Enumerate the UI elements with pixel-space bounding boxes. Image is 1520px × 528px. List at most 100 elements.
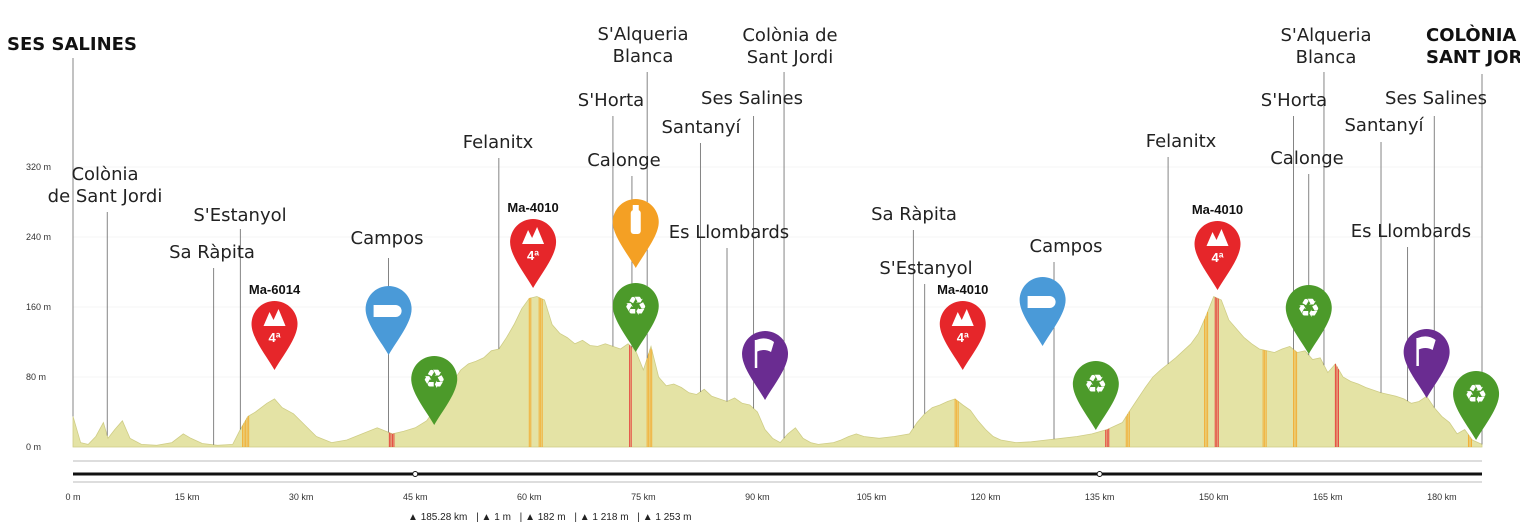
climb-category: 4ª xyxy=(957,330,969,345)
place-label: S'Alqueria Blanca xyxy=(1280,25,1371,68)
place-label-line: SANT JORDI xyxy=(1426,47,1520,68)
map-pin-recycle: ♻ xyxy=(612,283,659,352)
place-label: Felanitx xyxy=(463,132,534,153)
place-label-line: S'Alqueria xyxy=(597,24,688,45)
y-tick-label: 0 m xyxy=(26,442,41,452)
pin-body xyxy=(742,331,789,400)
climb-name: Ma-4010 xyxy=(507,200,558,215)
x-tick-label: 15 km xyxy=(175,492,200,502)
place-labels: SES SALINES Colònia de Sant Jordi Sa Ràpita… xyxy=(7,24,1520,279)
place-label: S'Horta xyxy=(1261,90,1327,111)
x-tick-label: 0 m xyxy=(65,492,80,502)
climb-name: Ma-4010 xyxy=(1192,202,1243,217)
x-axis: 0 m 15 km 30 km 45 km 60 km 75 km 90 km 105 km 1… xyxy=(65,460,1482,502)
place-label-line: S'Horta xyxy=(1261,90,1327,111)
map-pin-bottle xyxy=(612,199,659,268)
x-tick-label: 60 km xyxy=(517,492,542,502)
place-label: Calonge xyxy=(587,150,661,171)
place-label-line: S'Horta xyxy=(578,90,644,111)
place-label: Campos xyxy=(1030,236,1103,257)
place-label-line: SES SALINES xyxy=(7,34,137,55)
x-tick-label: 135 km xyxy=(1085,492,1115,502)
descent-stat: ▲ 1 253 m xyxy=(642,512,692,523)
place-label: COLÒNIA DESANT JORDI xyxy=(1426,24,1520,68)
pin-body xyxy=(411,356,458,425)
x-axis-dot xyxy=(1096,471,1103,477)
climb-stripes xyxy=(242,297,1473,447)
y-tick-label: 80 m xyxy=(26,372,46,382)
place-label-line: Es Llombards xyxy=(669,222,789,243)
wind-icon xyxy=(1027,296,1056,308)
pin-body xyxy=(1285,285,1332,354)
pin-body xyxy=(365,286,412,355)
wind-icon xyxy=(373,305,402,317)
y-tick-label: 160 m xyxy=(26,302,51,312)
place-label: Es Llombards xyxy=(1351,221,1471,242)
map-pin-climb: 4ª Ma-4010 xyxy=(507,200,559,288)
place-label-line: Colònia xyxy=(71,164,138,185)
map-pin-recycle: ♻ xyxy=(1285,285,1332,354)
place-label: S'Estanyol xyxy=(193,205,286,226)
pin-body xyxy=(251,301,298,370)
climb-category: 4ª xyxy=(269,330,281,345)
place-label: Sa Ràpita xyxy=(871,204,957,225)
place-label: Campos xyxy=(351,228,424,249)
place-label: SES SALINES xyxy=(7,34,137,55)
recycle-icon: ♻ xyxy=(1297,294,1320,324)
climb-name: Ma-4010 xyxy=(937,282,988,297)
place-label: Santanyí xyxy=(1344,115,1424,136)
recycle-icon: ♻ xyxy=(423,365,446,395)
place-label: Colònia de Sant Jordi xyxy=(742,25,837,68)
x-tick-label: 90 km xyxy=(745,492,770,502)
place-label: Santanyí xyxy=(661,117,741,138)
profile-area xyxy=(72,295,1483,448)
min-elevation-stat: ▲ 1 m xyxy=(481,512,511,523)
map-pin-climb: 4ª Ma-4010 xyxy=(1192,202,1243,290)
place-label-line: Felanitx xyxy=(463,132,534,153)
pin-body xyxy=(1194,221,1241,290)
place-label-line: S'Alqueria xyxy=(1280,25,1371,46)
pin-body xyxy=(510,218,557,288)
place-label: Colònia de Sant Jordi xyxy=(48,164,163,207)
place-label: Felanitx xyxy=(1146,131,1217,152)
recycle-icon: ♻ xyxy=(1464,380,1487,410)
y-tick-label: 320 m xyxy=(26,162,51,172)
mountain-icon xyxy=(951,309,974,326)
place-label-line: Ses Salines xyxy=(701,88,803,109)
route-stats: ▲ 185.28 km | ▲ 1 m | ▲ 182 m | ▲ 1 218 … xyxy=(408,512,698,523)
place-label: Calonge xyxy=(1270,148,1344,169)
y-axis: 0 m 80 m 160 m 240 m 320 m xyxy=(26,162,51,452)
x-tick-label: 180 km xyxy=(1427,492,1457,502)
place-label-line: Sa Ràpita xyxy=(871,204,957,225)
place-label-line: Campos xyxy=(351,228,424,249)
x-tick-label: 105 km xyxy=(857,492,887,502)
x-tick-label: 75 km xyxy=(631,492,656,502)
x-tick-label: 30 km xyxy=(289,492,314,502)
place-label-line: Santanyí xyxy=(1344,115,1424,136)
climb-category: 4ª xyxy=(527,248,539,263)
place-label-line: S'Estanyol xyxy=(193,205,286,226)
x-tick-label: 120 km xyxy=(971,492,1001,502)
place-label: S'Estanyol xyxy=(879,258,972,279)
map-pin-flag xyxy=(1403,329,1450,398)
place-label-line: Sa Ràpita xyxy=(169,242,255,263)
place-label-line: Campos xyxy=(1030,236,1103,257)
x-tick-label: 45 km xyxy=(403,492,428,502)
mountain-icon xyxy=(1206,229,1229,246)
place-label-line: COLÒNIA DE xyxy=(1426,24,1520,46)
place-label-line: Blanca xyxy=(613,46,674,67)
pin-body xyxy=(939,301,986,370)
map-pin-climb: 4ª Ma-6014 xyxy=(249,282,301,370)
y-tick-label: 240 m xyxy=(26,232,51,242)
x-tick-label: 150 km xyxy=(1199,492,1229,502)
place-label-line: Calonge xyxy=(1270,148,1344,169)
place-label-line: Ses Salines xyxy=(1385,88,1487,109)
map-pin-climb: 4ª Ma-4010 xyxy=(937,282,988,370)
place-label-line: Felanitx xyxy=(1146,131,1217,152)
climb-name: Ma-6014 xyxy=(249,282,301,297)
place-label-line: Blanca xyxy=(1296,47,1357,68)
max-elevation-stat: ▲ 182 m xyxy=(525,512,566,523)
place-label: Ses Salines xyxy=(1385,88,1487,109)
place-label: S'Alqueria Blanca xyxy=(597,24,688,67)
